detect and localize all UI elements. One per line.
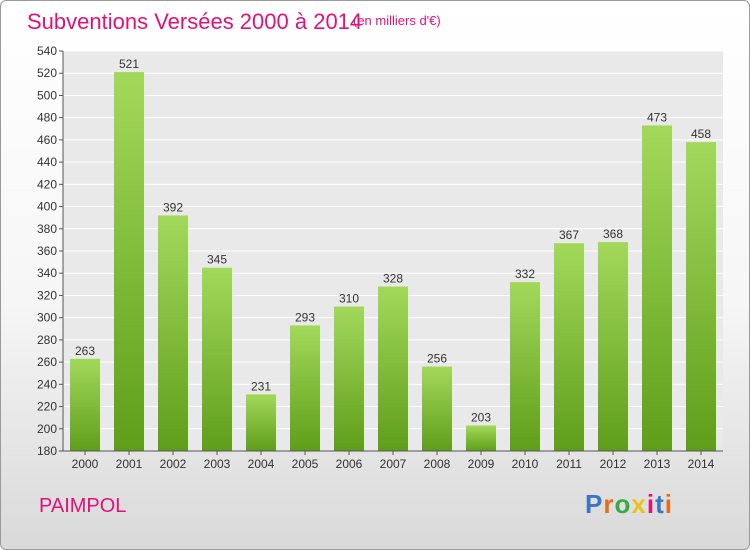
y-tick-label: 540 <box>37 44 57 58</box>
data-label-2006: 310 <box>339 292 359 306</box>
data-label-2010: 332 <box>515 267 535 281</box>
y-axis: 180 200 220 240 260 280 300 320 340 360 380 400 420 4… <box>37 44 64 458</box>
x-tick-label: 2012 <box>600 457 627 471</box>
y-tick-label: 280 <box>37 333 57 347</box>
x-tick-label: 2013 <box>644 457 671 471</box>
logo-letter: o <box>614 489 632 519</box>
bar-2009 <box>466 425 496 451</box>
data-label-2013: 473 <box>647 110 667 124</box>
bar-2005 <box>290 325 320 451</box>
proxiti-logo: Proxiti <box>585 489 673 520</box>
data-label-2001: 521 <box>119 57 139 71</box>
bar-2013 <box>642 125 672 451</box>
bar-2007 <box>378 286 408 451</box>
chart-subtitle: (en milliers d'€) <box>353 13 441 28</box>
y-tick-label: 240 <box>37 377 57 391</box>
data-labels: 263 521 392 345 231 293 310 328 256 203 332 367 368 4… <box>75 57 711 424</box>
data-label-2009: 203 <box>471 410 491 424</box>
bar-2011 <box>554 243 584 451</box>
data-label-2002: 392 <box>163 200 183 214</box>
y-tick-label: 440 <box>37 155 57 169</box>
x-tick-label: 2001 <box>116 457 143 471</box>
y-tick-label: 520 <box>37 66 57 80</box>
data-label-2003: 345 <box>207 253 227 267</box>
x-tick-label: 2000 <box>72 457 99 471</box>
y-tick-label: 320 <box>37 288 57 302</box>
x-tick-label: 2014 <box>688 457 715 471</box>
x-tick-label: 2007 <box>380 457 407 471</box>
data-label-2012: 368 <box>603 227 623 241</box>
y-tick-label: 500 <box>37 88 57 102</box>
y-tick-label: 360 <box>37 244 57 258</box>
x-tick-label: 2003 <box>204 457 231 471</box>
data-label-2000: 263 <box>75 344 95 358</box>
x-axis: 2000 2001 2002 2003 2004 2005 2006 2007 2008 2009… <box>63 450 723 471</box>
y-tick-label: 300 <box>37 311 57 325</box>
x-tick-label: 2011 <box>556 457 582 471</box>
logo-letter: i <box>664 489 673 519</box>
data-label-2005: 293 <box>295 310 315 324</box>
x-tick-label: 2004 <box>248 457 275 471</box>
y-tick-label: 420 <box>37 177 57 191</box>
bar-2008 <box>422 366 452 451</box>
bar-2001 <box>114 72 144 451</box>
x-tick-label: 2008 <box>424 457 451 471</box>
data-label-2011: 367 <box>559 228 579 242</box>
x-tick-label: 2010 <box>512 457 539 471</box>
y-tick-label: 380 <box>37 222 57 236</box>
city-name: PAIMPOL <box>39 495 127 517</box>
logo-letter: i <box>646 489 656 519</box>
y-tick-label: 180 <box>37 444 57 458</box>
y-tick-label: 340 <box>37 266 57 280</box>
x-tick-label: 2009 <box>468 457 495 471</box>
bar-2006 <box>334 306 364 451</box>
bar-2012 <box>598 242 628 451</box>
x-tick-label: 2005 <box>292 457 319 471</box>
bars <box>70 72 716 451</box>
x-tick-label: 2006 <box>336 457 363 471</box>
y-tick-label: 400 <box>37 200 57 214</box>
bar-2003 <box>202 267 232 451</box>
y-tick-label: 480 <box>37 111 57 125</box>
bar-2014 <box>686 142 716 451</box>
bar-2002 <box>158 215 188 451</box>
data-label-2007: 328 <box>383 272 403 286</box>
x-tick-label: 2002 <box>160 457 187 471</box>
bar-2004 <box>246 394 276 451</box>
logo-letter: t <box>655 489 665 519</box>
y-tick-label: 200 <box>37 422 57 436</box>
bar-2000 <box>70 358 100 451</box>
chart-title: Subventions Versées 2000 à 2014 <box>27 9 363 34</box>
y-tick-label: 460 <box>37 133 57 147</box>
data-label-2014: 458 <box>691 127 711 141</box>
data-label-2008: 256 <box>427 352 447 366</box>
logo-letter: x <box>631 489 647 519</box>
logo-letter: r <box>603 489 615 519</box>
logo-letter: P <box>585 489 604 519</box>
bar-2010 <box>510 282 540 451</box>
y-tick-label: 220 <box>37 400 57 414</box>
data-label-2004: 231 <box>251 379 271 393</box>
y-tick-label: 260 <box>37 355 57 369</box>
